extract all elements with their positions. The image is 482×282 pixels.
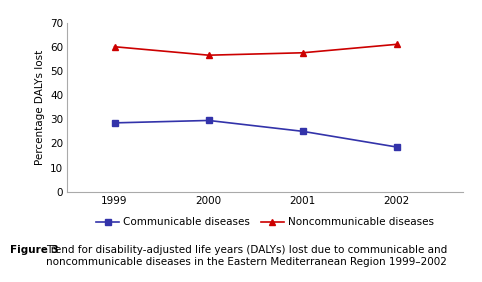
Line: Communicable diseases: Communicable diseases — [111, 117, 401, 151]
Y-axis label: Percentage DALYs lost: Percentage DALYs lost — [35, 50, 45, 165]
Line: Noncommunicable diseases: Noncommunicable diseases — [111, 41, 401, 59]
Communicable diseases — [206, 119, 212, 122]
Communicable diseases — [394, 145, 400, 149]
Text: Figure 3: Figure 3 — [10, 245, 58, 255]
Noncommunicable diseases — [300, 51, 306, 54]
Text: Trend for disability-adjusted life years (DALYs) lost due to communicable and
no: Trend for disability-adjusted life years… — [46, 245, 447, 267]
Communicable diseases — [112, 121, 118, 125]
Noncommunicable diseases — [394, 43, 400, 46]
Communicable diseases — [300, 130, 306, 133]
Legend: Communicable diseases, Noncommunicable diseases: Communicable diseases, Noncommunicable d… — [96, 217, 434, 227]
Noncommunicable diseases — [206, 54, 212, 57]
Noncommunicable diseases — [112, 45, 118, 49]
